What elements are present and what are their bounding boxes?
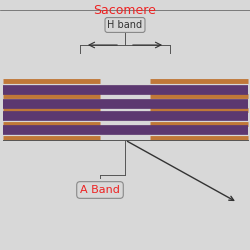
Text: Sacomere: Sacomere bbox=[94, 4, 156, 17]
Text: H band: H band bbox=[108, 20, 142, 30]
Text: A Band: A Band bbox=[80, 185, 120, 195]
